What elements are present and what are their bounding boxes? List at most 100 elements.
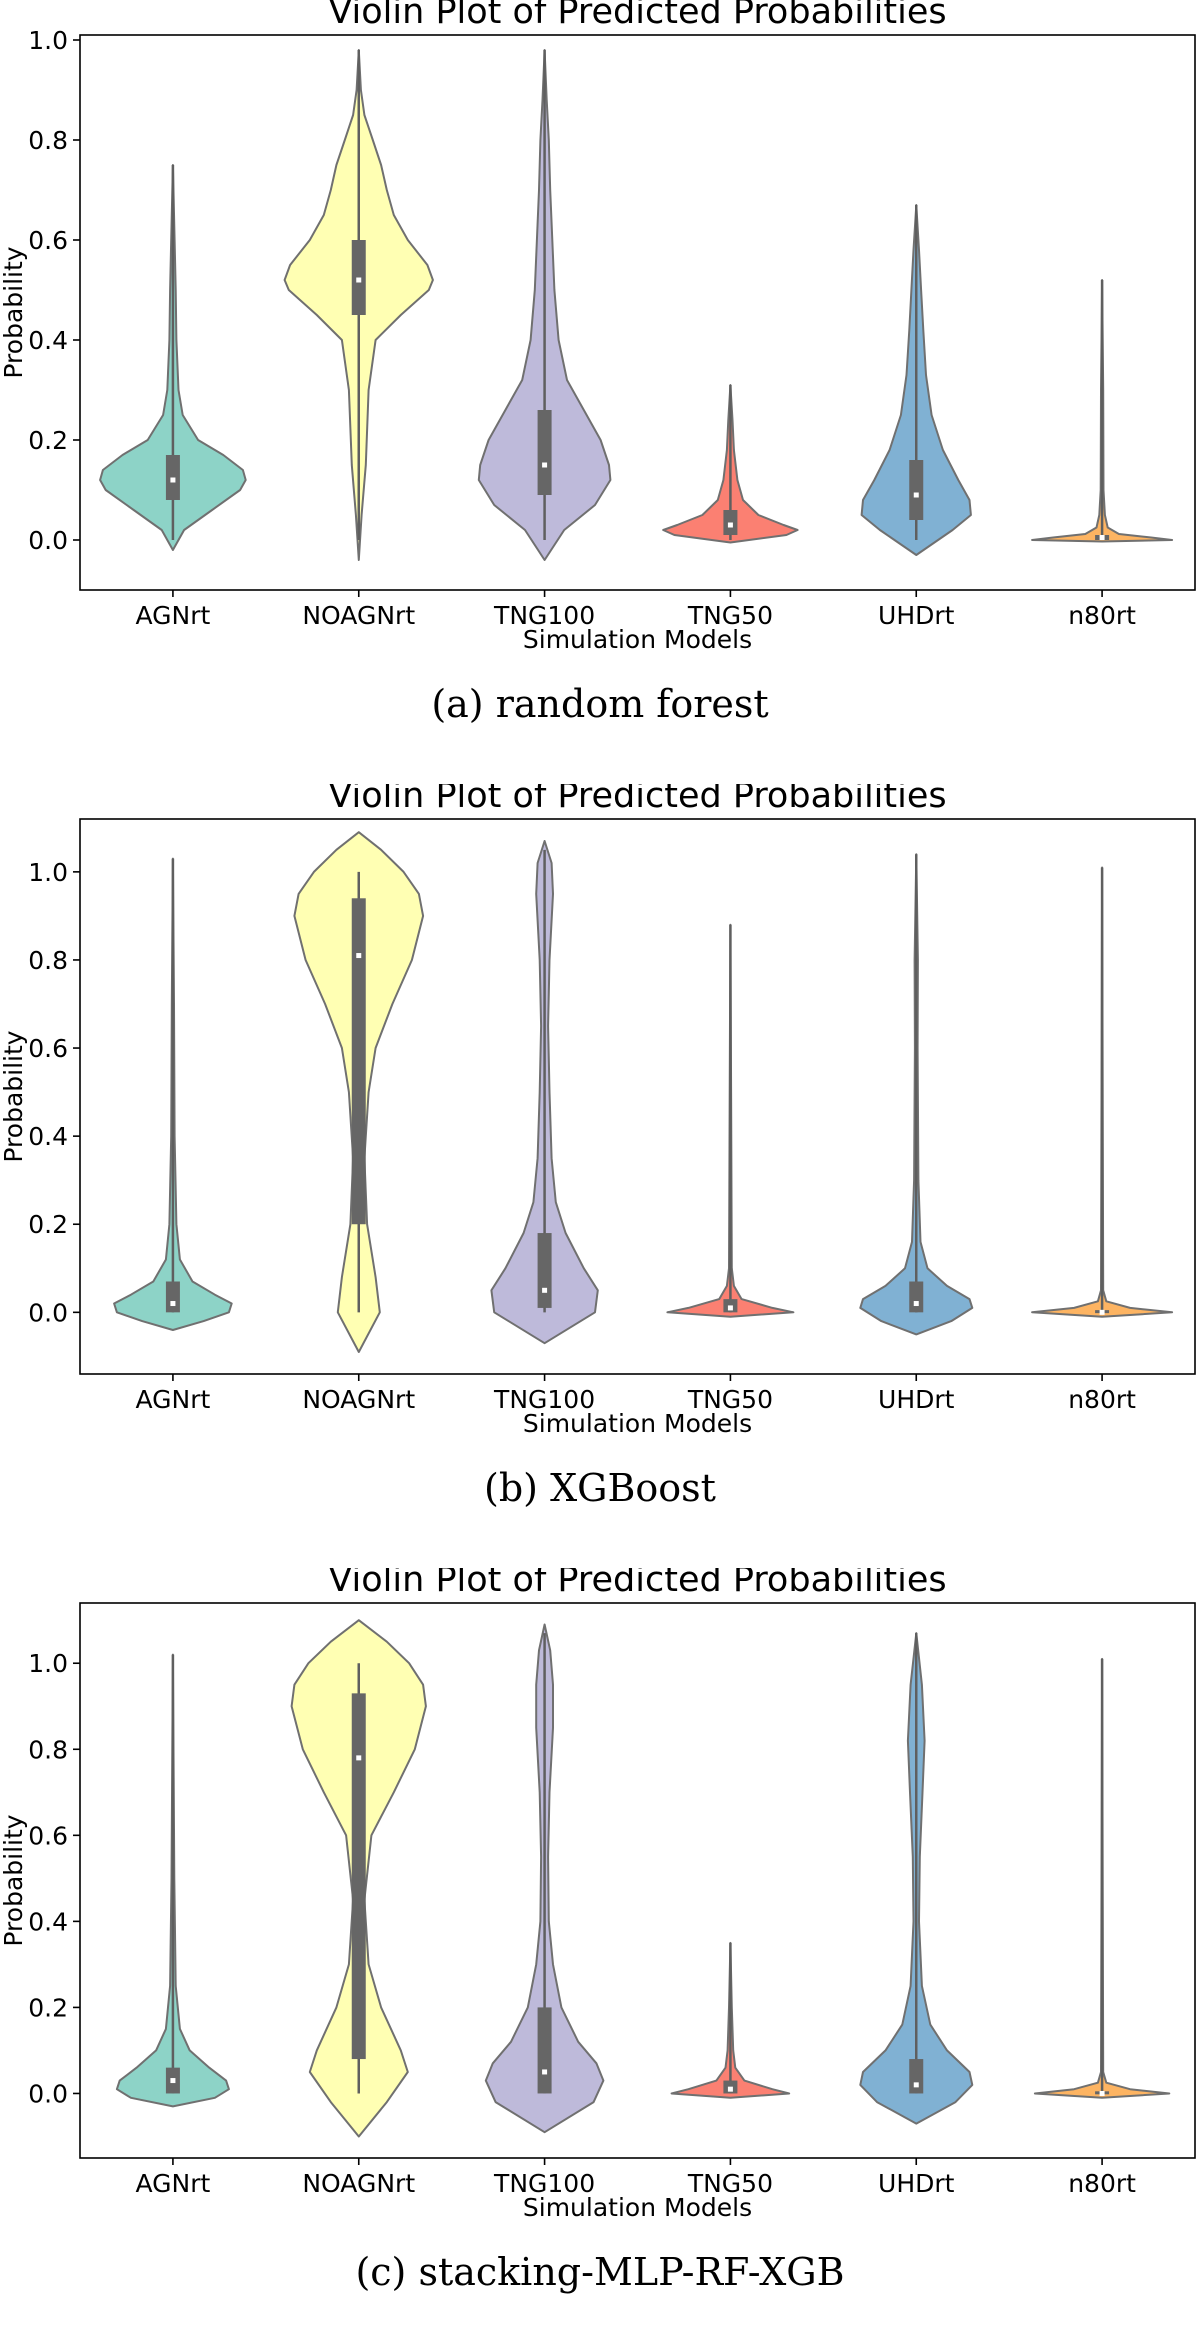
y-tick-label: 0.0 <box>28 2079 68 2108</box>
violin-iqr-box-NOAGNrt <box>351 898 366 1225</box>
violin-median-n80rt <box>1099 1309 1105 1315</box>
x-tick-label: NOAGNrt <box>302 2169 415 2198</box>
violin-median-UHDrt <box>913 2082 919 2088</box>
violin-AGNrt <box>113 857 233 1331</box>
violin-n80rt <box>1033 1657 1171 2099</box>
x-tick-label: TNG50 <box>687 601 773 630</box>
violin-iqr-box-TNG100 <box>537 1233 552 1308</box>
x-tick-label: AGNrt <box>136 601 211 630</box>
violin-n80rt <box>1031 866 1174 1318</box>
violin-iqr-box-UHDrt <box>909 2059 924 2094</box>
violin-panel-c: Violin Plot of Predicted Probabilities 0.… <box>0 1568 1200 2352</box>
violin-TNG100 <box>490 840 599 1345</box>
y-tick-label: 0.0 <box>28 526 68 555</box>
violin-chart-b: Violin Plot of Predicted Probabilities 0.… <box>0 784 1196 1510</box>
y-tick-label: 0.0 <box>28 1298 68 1327</box>
y-axis-label: Probability <box>0 1814 28 1946</box>
violin-n80rt <box>1031 279 1174 543</box>
y-tick-label: 0.6 <box>28 226 68 255</box>
violin-iqr-box-TNG100 <box>537 2007 552 2094</box>
y-axis-label: Probability <box>0 246 28 378</box>
y-tick-label: 0.2 <box>28 1993 68 2022</box>
violin-AGNrt <box>99 164 247 551</box>
violin-median-NOAGNrt <box>356 953 362 959</box>
x-axis-label: Simulation Models <box>523 2193 752 2222</box>
x-tick-label: NOAGNrt <box>302 601 415 630</box>
violin-TNG100 <box>484 1623 605 2134</box>
chart-title: Violin Plot of Predicted Probabilities <box>328 784 946 816</box>
y-tick-label: 1.0 <box>28 858 68 887</box>
violin-TNG50 <box>662 384 799 544</box>
violin-UHDrt <box>859 853 974 1336</box>
x-tick-label: TNG50 <box>687 1385 773 1414</box>
x-tick-label: TNG50 <box>687 2169 773 2198</box>
violin-chart-a: Violin Plot of Predicted Probabilities 0.… <box>0 0 1196 726</box>
y-axis-label: Probability <box>0 1030 28 1162</box>
violin-NOAGNrt <box>293 831 425 1353</box>
x-axis-label: Simulation Models <box>523 1409 752 1438</box>
violin-median-AGNrt <box>170 2078 176 2084</box>
x-tick-label: AGNrt <box>136 2169 211 2198</box>
violin-TNG50 <box>666 923 795 1318</box>
y-tick-label: 0.2 <box>28 426 68 455</box>
violin-NOAGNrt <box>283 49 434 561</box>
x-tick-label: UHDrt <box>878 601 955 630</box>
figure-caption: (a) random forest <box>431 682 768 726</box>
plot-frame <box>79 818 1196 1375</box>
violin-median-UHDrt <box>913 1301 919 1307</box>
x-tick-label: UHDrt <box>878 2169 955 2198</box>
violin-chart-c: Violin Plot of Predicted Probabilities 0.… <box>0 1568 1196 2294</box>
violin-panel-b: Violin Plot of Predicted Probabilities 0.… <box>0 784 1200 1568</box>
chart-title: Violin Plot of Predicted Probabilities <box>328 1568 946 1600</box>
violin-median-TNG50 <box>727 2086 733 2092</box>
x-tick-label: n80rt <box>1068 601 1136 630</box>
y-tick-label: 0.4 <box>28 326 68 355</box>
violin-median-TNG100 <box>542 2069 548 2075</box>
violin-iqr-box-NOAGNrt <box>351 1693 366 2060</box>
violin-AGNrt <box>115 1653 230 2108</box>
plot-frame <box>79 34 1196 591</box>
violin-UHDrt <box>860 204 972 556</box>
violin-median-TNG50 <box>727 1305 733 1311</box>
y-tick-label: 0.8 <box>28 126 68 155</box>
violin-panel-a: Violin Plot of Predicted Probabilities 0.… <box>0 0 1200 784</box>
y-tick-label: 0.8 <box>28 946 68 975</box>
plot-frame <box>79 1602 1196 2159</box>
y-tick-label: 1.0 <box>28 1649 68 1678</box>
violin-median-UHDrt <box>913 492 919 498</box>
violin-iqr-box-UHDrt <box>909 460 924 520</box>
violin-NOAGNrt <box>290 1619 427 2138</box>
y-tick-label: 1.0 <box>28 26 68 55</box>
x-tick-label: n80rt <box>1068 1385 1136 1414</box>
figure-caption: (b) XGBoost <box>484 1466 716 1510</box>
violin-median-TNG50 <box>727 522 733 528</box>
y-tick-label: 0.2 <box>28 1210 68 1239</box>
violin-median-n80rt <box>1099 2090 1105 2096</box>
x-tick-label: TNG100 <box>493 2169 595 2198</box>
figure-caption: (c) stacking-MLP-RF-XGB <box>355 2250 844 2294</box>
x-tick-label: AGNrt <box>136 1385 211 1414</box>
violin-iqr-box-TNG100 <box>537 410 552 495</box>
y-tick-label: 0.6 <box>28 1821 68 1850</box>
violin-TNG50 <box>670 1941 791 2099</box>
chart-title: Violin Plot of Predicted Probabilities <box>328 0 946 32</box>
violin-TNG100 <box>477 49 612 561</box>
y-tick-label: 0.4 <box>28 1907 68 1936</box>
x-tick-label: UHDrt <box>878 1385 955 1414</box>
violin-median-AGNrt <box>170 477 176 483</box>
violin-median-NOAGNrt <box>356 1755 362 1761</box>
violin-median-NOAGNrt <box>356 277 362 283</box>
y-tick-label: 0.8 <box>28 1735 68 1764</box>
violin-UHDrt <box>859 1632 974 2125</box>
x-axis-label: Simulation Models <box>523 625 752 654</box>
x-tick-label: NOAGNrt <box>302 1385 415 1414</box>
x-tick-label: n80rt <box>1068 2169 1136 2198</box>
y-tick-label: 0.4 <box>28 1122 68 1151</box>
x-tick-label: TNG100 <box>493 601 595 630</box>
y-tick-label: 0.6 <box>28 1034 68 1063</box>
violin-median-TNG100 <box>542 462 548 468</box>
violin-median-TNG100 <box>542 1287 548 1293</box>
x-tick-label: TNG100 <box>493 1385 595 1414</box>
violin-iqr-box-AGNrt <box>165 1281 180 1313</box>
violin-median-n80rt <box>1099 535 1105 540</box>
